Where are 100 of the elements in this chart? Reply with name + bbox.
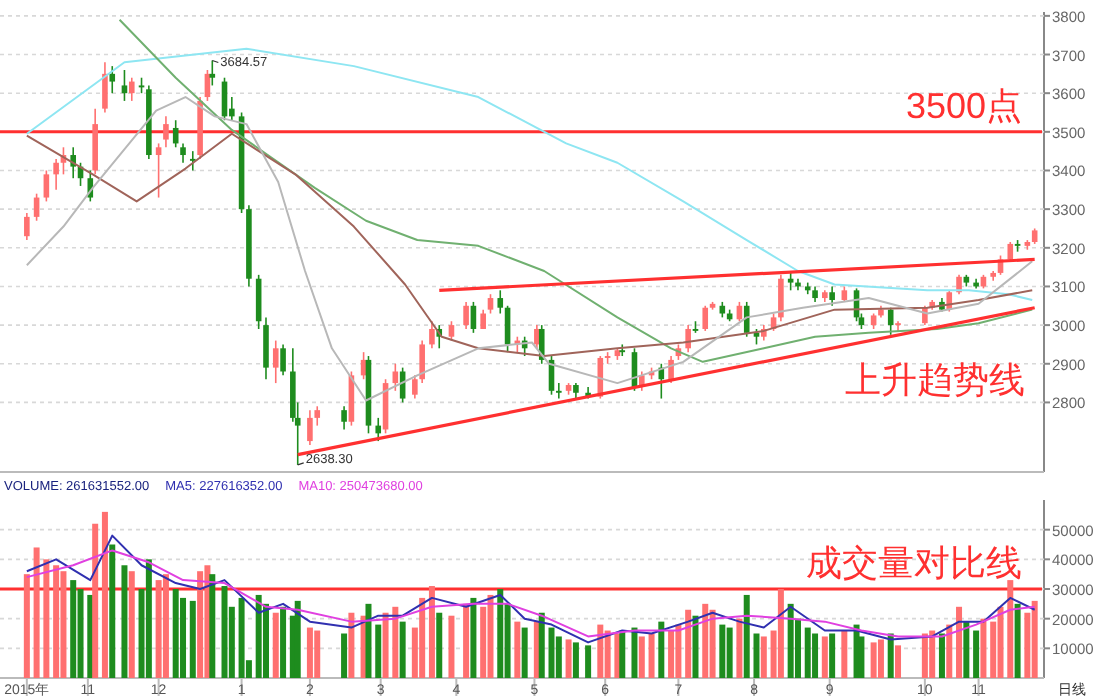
bar: [341, 633, 348, 678]
bar: [887, 633, 894, 678]
bar: [314, 630, 321, 678]
bar: [719, 624, 726, 678]
candlestick: [463, 301, 469, 330]
candlestick: [189, 150, 196, 172]
bar: [145, 559, 152, 678]
candlestick: [956, 274, 962, 295]
line-series: [25, 132, 1034, 358]
bar: [648, 633, 655, 678]
candlestick: [121, 69, 128, 102]
bar: [565, 639, 572, 678]
candlestick: [448, 320, 455, 342]
bar: [812, 633, 819, 678]
ref-line-label: 3500点: [905, 85, 1022, 126]
bar: [895, 645, 902, 678]
bar: [121, 565, 128, 678]
candlestick: [668, 355, 674, 384]
bar: [760, 636, 767, 678]
bar: [470, 597, 477, 678]
candlestick: [895, 320, 901, 332]
bar: [162, 574, 169, 678]
bar: [726, 627, 733, 678]
candlestick: [341, 405, 347, 431]
bar: [548, 627, 555, 678]
candlestick: [556, 382, 562, 400]
candlestick: [92, 107, 98, 176]
bar: [419, 597, 426, 678]
bar: [101, 511, 108, 678]
bar: [692, 615, 699, 678]
candlestick: [392, 362, 399, 392]
bar: [53, 565, 60, 678]
candlestick: [702, 304, 709, 332]
bar: [804, 627, 811, 678]
bar: [938, 633, 945, 678]
bar: [463, 603, 470, 678]
bar: [777, 589, 784, 678]
bar: [555, 636, 562, 678]
bar: [428, 586, 435, 678]
candlestick: [128, 76, 135, 102]
bar: [448, 615, 455, 678]
bar: [348, 612, 355, 678]
bar: [841, 630, 848, 678]
bar: [399, 621, 406, 678]
candlestick: [487, 293, 494, 315]
candlestick: [887, 306, 894, 336]
bar: [597, 624, 604, 678]
bar: [685, 609, 692, 678]
bar: [172, 589, 179, 678]
candlestick: [272, 339, 279, 384]
bar: [521, 627, 528, 678]
bar: [221, 586, 228, 678]
bar: [280, 606, 287, 678]
bar: [946, 624, 953, 678]
bar: [821, 636, 828, 678]
bar: [155, 580, 162, 678]
bar: [514, 621, 521, 678]
bar: [1014, 603, 1021, 678]
bar: [829, 633, 836, 678]
bar: [709, 609, 716, 678]
bar: [365, 603, 372, 678]
candlestick: [743, 301, 750, 338]
bar: [585, 645, 592, 678]
line-series: [25, 534, 1036, 644]
candlestick: [497, 289, 504, 315]
bar: [375, 624, 382, 678]
candlestick: [163, 115, 169, 149]
candlestick: [429, 320, 435, 350]
bar: [929, 630, 936, 678]
bar: [197, 571, 204, 678]
bar: [262, 603, 269, 678]
candlestick: [280, 343, 286, 377]
bar: [128, 571, 135, 678]
candlestick: [375, 417, 382, 442]
candlestick: [480, 308, 486, 330]
candlestick: [53, 158, 59, 191]
bar: [787, 603, 794, 678]
candlestick: [263, 316, 269, 381]
candlestick: [102, 61, 108, 114]
line-series: [118, 18, 1034, 363]
bar: [436, 612, 443, 678]
bar: [736, 618, 743, 678]
bar: [497, 589, 504, 678]
bar: [973, 630, 980, 678]
candlestick: [24, 212, 30, 241]
bar: [658, 621, 665, 678]
candlestick: [43, 169, 50, 203]
bar: [255, 594, 262, 678]
bar: [272, 612, 279, 678]
bar: [294, 600, 301, 678]
ref-line-label: 成交量对比线: [806, 543, 1022, 583]
candlestick: [109, 65, 116, 94]
bar: [870, 642, 877, 678]
candlestick: [307, 409, 313, 446]
candlestick: [829, 285, 835, 307]
bar: [675, 624, 682, 678]
series-label: 上升趋势线: [844, 359, 1025, 400]
bar: [604, 630, 611, 678]
bar: [238, 597, 245, 678]
bar: [209, 574, 216, 678]
